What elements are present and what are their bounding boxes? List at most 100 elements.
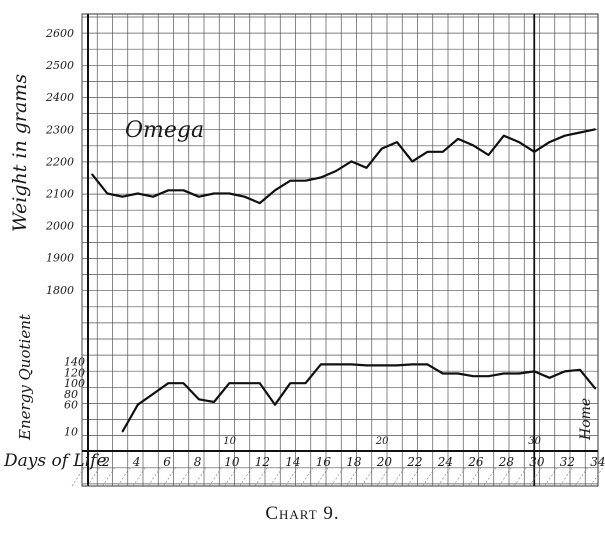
chart-title: Omega [125, 118, 204, 143]
energy-point [152, 393, 154, 395]
weight-point [213, 192, 215, 195]
weight-point [228, 192, 231, 195]
weight-series [91, 128, 597, 205]
x-tick-label: 24 [437, 455, 453, 469]
energy-point [197, 398, 200, 401]
weight-point [502, 134, 505, 137]
x-ticks: 2 4 6 8 10 12 14 16 18 20 22 24 26 28 30 32 34 [101, 455, 605, 469]
grid [71, 13, 603, 487]
energy-point [167, 382, 170, 385]
x-tick-label: 14 [285, 455, 300, 469]
weight-y-tick-label: 1900 [46, 252, 74, 265]
energy-y-label: Energy Quotient [16, 313, 34, 441]
weight-point [106, 192, 109, 195]
energy-point [289, 382, 292, 385]
energy-y-tick-label: 10 [64, 426, 78, 439]
energy-point [472, 375, 475, 378]
energy-point [258, 382, 261, 385]
x-tick-label: 28 [498, 455, 515, 469]
energy-point [396, 364, 398, 367]
energy-point [213, 401, 215, 403]
weight-point [441, 150, 444, 153]
x-tick-label: 20 [376, 455, 393, 469]
weight-y-tick-label: 2400 [45, 91, 74, 104]
weight-point [563, 134, 566, 137]
energy-point [136, 403, 139, 406]
weight-point [289, 179, 292, 182]
x-axis-label: Days of Life [3, 451, 107, 471]
energy-point [533, 370, 536, 373]
weight-point [243, 195, 246, 198]
weight-point [396, 141, 398, 143]
weight-point [304, 179, 307, 182]
weight-point [457, 138, 459, 140]
energy-point [548, 377, 551, 379]
weight-point [365, 167, 368, 169]
weight-point [487, 154, 490, 156]
weight-y-label: Weight in grams [9, 74, 31, 232]
energy-point [274, 403, 276, 406]
weight-point [380, 147, 383, 150]
energy-point [441, 372, 444, 375]
weight-point [121, 195, 124, 198]
weight-point [579, 131, 581, 134]
energy-y-tick-label: 60 [64, 399, 78, 412]
x-tick-label: 30 [529, 455, 545, 469]
energy-point [563, 370, 566, 373]
day-marker-label: 30 [528, 436, 541, 447]
weight-point [319, 176, 322, 179]
energy-point [319, 363, 322, 366]
day-markers: 10 20 30 [223, 436, 541, 447]
x-tick-label: 18 [346, 455, 362, 469]
weight-y-tick-label: 2600 [45, 27, 74, 40]
day-marker-label: 20 [375, 436, 389, 447]
weight-point [258, 202, 261, 204]
x-tick-label: 34 [590, 455, 605, 469]
home-annotation: Home [578, 398, 594, 441]
weight-point [335, 170, 337, 172]
x-tick-label: 32 [560, 455, 575, 469]
energy-point [487, 375, 490, 378]
energy-point [350, 363, 353, 366]
weight-point [152, 195, 154, 198]
weight-point [167, 189, 170, 192]
x-tick-label: 16 [316, 455, 332, 469]
weight-y-ticks: 1800 1900 2000 2100 2200 2300 2400 2500 2600 [45, 27, 74, 297]
energy-y-tick-label: 140 [64, 356, 85, 369]
energy-point [457, 372, 459, 375]
energy-y-tick-label: 80 [64, 388, 78, 401]
weight-point [350, 160, 353, 163]
weight-point [548, 141, 551, 143]
energy-series [121, 363, 597, 433]
weight-y-tick-label: 2200 [45, 155, 74, 168]
weight-point [91, 173, 93, 176]
weight-y-tick-label: 2300 [45, 123, 74, 136]
x-tick-label: 2 [101, 455, 110, 469]
energy-point [579, 368, 581, 371]
x-tick-label: 4 [132, 455, 141, 469]
energy-point [228, 382, 231, 385]
energy-point [243, 382, 246, 385]
x-tick-label: 10 [224, 455, 240, 469]
energy-point [594, 387, 597, 390]
energy-point [335, 363, 337, 366]
energy-point [380, 364, 383, 367]
day-marker-label: 10 [223, 436, 236, 447]
energy-point [121, 430, 124, 433]
grid-border [81, 13, 599, 487]
energy-point [365, 364, 368, 367]
weight-y-tick-label: 2500 [45, 59, 74, 72]
weight-y-tick-label: 1800 [46, 284, 74, 297]
x-tick-label: 8 [194, 455, 202, 469]
energy-y-tick-label: 120 [64, 366, 85, 379]
x-tick-label: 22 [406, 455, 422, 469]
x-tick-label: 6 [163, 455, 171, 469]
energy-point [411, 363, 414, 366]
weight-point [472, 144, 475, 147]
weight-point [426, 150, 429, 153]
energy-point [518, 372, 520, 375]
x-tick-label: 12 [255, 455, 270, 469]
energy-line [121, 363, 597, 433]
